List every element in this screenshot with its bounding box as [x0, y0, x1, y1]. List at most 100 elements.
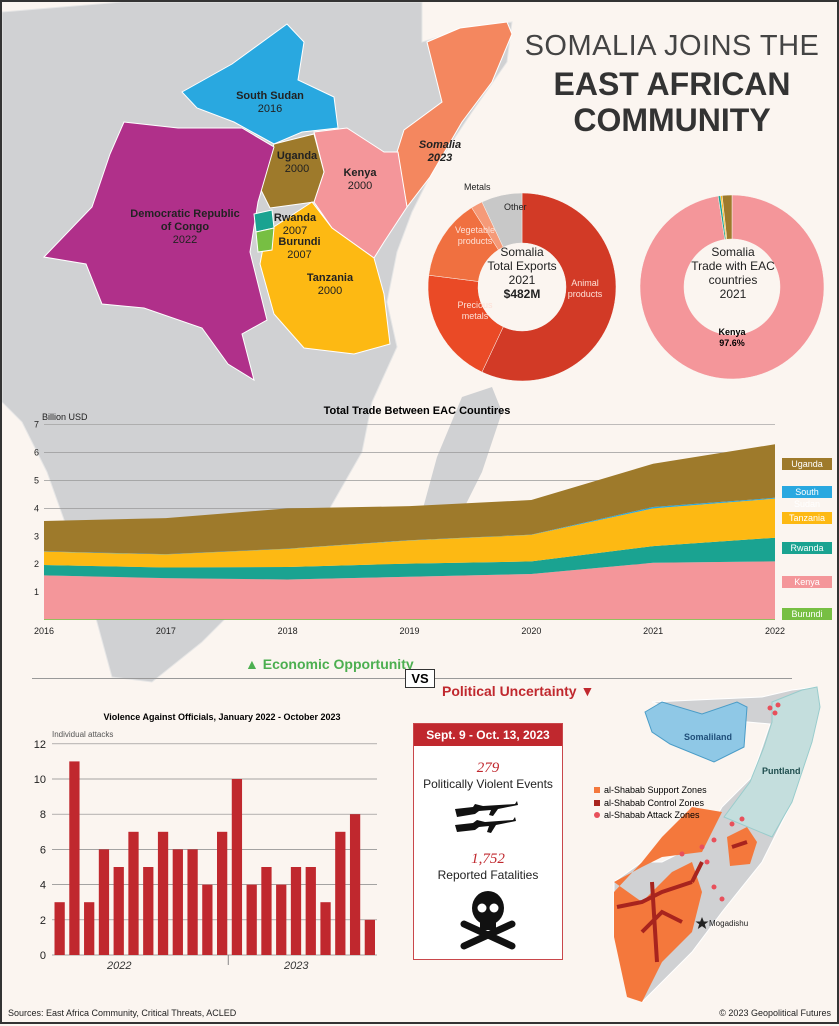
eac-center-line: Trade with EAC	[691, 259, 775, 273]
bar	[320, 902, 331, 955]
area-x-tick: 2020	[521, 626, 541, 636]
economic-opportunity-heading: ▲ Economic Opportunity	[245, 656, 414, 672]
label-kenya: Kenya 2000	[343, 167, 377, 192]
sources: Sources: East Africa Community, Critical…	[8, 1008, 237, 1018]
puntland-region	[723, 686, 821, 838]
bar	[187, 849, 198, 955]
area-legend-south-sudan: South Sudan	[782, 486, 832, 509]
fatalities-label: Reported Fatalities	[437, 868, 539, 882]
title-line-3: COMMUNITY	[573, 102, 771, 138]
bar-y-tick: 8	[40, 809, 46, 821]
eac-trade-slice	[639, 194, 825, 380]
bar	[290, 867, 302, 955]
legend-control: al-Shabab Control Zones	[594, 797, 707, 810]
area-x-tick: 2018	[278, 626, 298, 636]
bar	[69, 761, 80, 955]
exports-pie-center: Somalia Total Exports 2021 $482M	[472, 245, 572, 301]
bar	[217, 831, 228, 955]
bar	[305, 867, 316, 955]
legend-control-label: al-Shabab Control Zones	[604, 797, 705, 808]
country-south-sudan	[181, 23, 339, 145]
eac-trade-slice	[721, 194, 733, 240]
kenya-share-label: Kenya 97.6%	[702, 327, 762, 349]
bar	[231, 779, 243, 955]
area-chart-title: Total Trade Between EAC Countires	[323, 405, 511, 417]
country-tanzania	[259, 201, 391, 355]
area-series-uganda	[44, 444, 775, 555]
country-drc	[42, 121, 275, 382]
label-south-sudan: South Sudan 2016	[236, 90, 304, 115]
economic-opportunity-label: Economic Opportunity	[262, 656, 414, 672]
legend-support-label: al-Shabab Support Zones	[604, 785, 707, 795]
kenya-percent: 97.6%	[719, 338, 745, 348]
label-tanzania: Tanzania 2000	[306, 272, 354, 297]
bar	[143, 867, 154, 955]
title-line-1: SOMALIA JOINS THE	[524, 30, 820, 62]
bar	[157, 831, 169, 955]
fatalities-value: 1,752	[471, 851, 505, 867]
area-series-rwanda	[44, 537, 775, 580]
area-series-south-sudan	[44, 497, 775, 555]
legend-attack: al-Shabab Attack Zones	[594, 809, 707, 822]
eac-center-line: countries	[708, 273, 758, 287]
bar	[276, 884, 287, 955]
label-drc: Democratic Republic of Congo 2022	[130, 208, 240, 246]
area-series-burundi	[44, 619, 775, 620]
somaliland-label: Somaliland	[684, 732, 733, 742]
events-value: 279	[476, 760, 500, 776]
area-y-tick: 7	[34, 420, 39, 430]
political-uncertainty-heading: Political Uncertainty ▼	[442, 683, 595, 699]
area-series-tanzania	[44, 498, 775, 568]
area-legend-kenya: Kenya	[782, 576, 832, 588]
mogadishu-star-icon	[695, 917, 709, 929]
exports-center-line: Total Exports	[487, 259, 557, 273]
area-y-tick: 2	[34, 559, 39, 569]
pie-charts	[427, 192, 825, 382]
bar	[98, 849, 110, 955]
copyright: © 2023 Geopolitical Futures	[719, 1008, 831, 1018]
bar	[172, 849, 183, 955]
bar-y-tick: 6	[40, 844, 46, 856]
stats-period: Sept. 9 - Oct. 13, 2023	[414, 724, 562, 746]
area-legend-tanzania: Tanzania	[782, 512, 832, 524]
year-label-2023: 2023	[284, 960, 309, 972]
exports-total: $482M	[503, 287, 541, 301]
bar-y-tick: 0	[40, 950, 46, 962]
country-somalia	[396, 21, 513, 209]
area-y-label: Billion USD	[42, 412, 88, 422]
label-rwanda: Rwanda 2007	[273, 212, 317, 237]
slice-label-precious: Precious metals	[457, 300, 493, 321]
somalia-map-legend: al-Shabab Support Zones al-Shabab Contro…	[594, 784, 707, 822]
area-legend-burundi: Burundi	[782, 608, 832, 620]
exports-slice	[481, 192, 523, 248]
area-y-tick: 4	[34, 503, 39, 513]
vs-badge: VS	[405, 669, 435, 688]
bar-y-tick: 2	[40, 915, 46, 927]
bar-y-tick: 4	[40, 880, 46, 892]
bar-y-tick: 12	[34, 739, 46, 751]
support-zone-east	[727, 827, 757, 866]
mogadishu-label: Mogadishu	[709, 919, 749, 928]
bar	[113, 867, 124, 955]
control-zones	[616, 840, 748, 963]
madagascar	[422, 387, 502, 542]
area-y-tick: 1	[34, 587, 39, 597]
area-x-tick: 2017	[156, 626, 176, 636]
bar	[261, 867, 272, 955]
label-uganda: Uganda 2000	[276, 150, 318, 175]
year-label-2022: 2022	[107, 960, 132, 972]
bar-y-tick: 10	[34, 774, 46, 786]
bar	[202, 884, 213, 955]
bar	[128, 831, 139, 955]
eac-trade-area-chart: 1 2 3 4 5 6 7 2016 2017 2018 2019 2020 2021 2022	[34, 420, 785, 636]
area-y-tick: 5	[34, 476, 39, 486]
bar	[54, 902, 65, 955]
bar	[335, 831, 346, 955]
attack-zones	[679, 702, 781, 902]
slice-label-metals: Metals	[464, 182, 491, 192]
country-burundi	[255, 227, 275, 253]
eac-center-line: Somalia	[711, 245, 755, 259]
bar	[349, 814, 361, 955]
area-x-tick: 2022	[765, 626, 785, 636]
